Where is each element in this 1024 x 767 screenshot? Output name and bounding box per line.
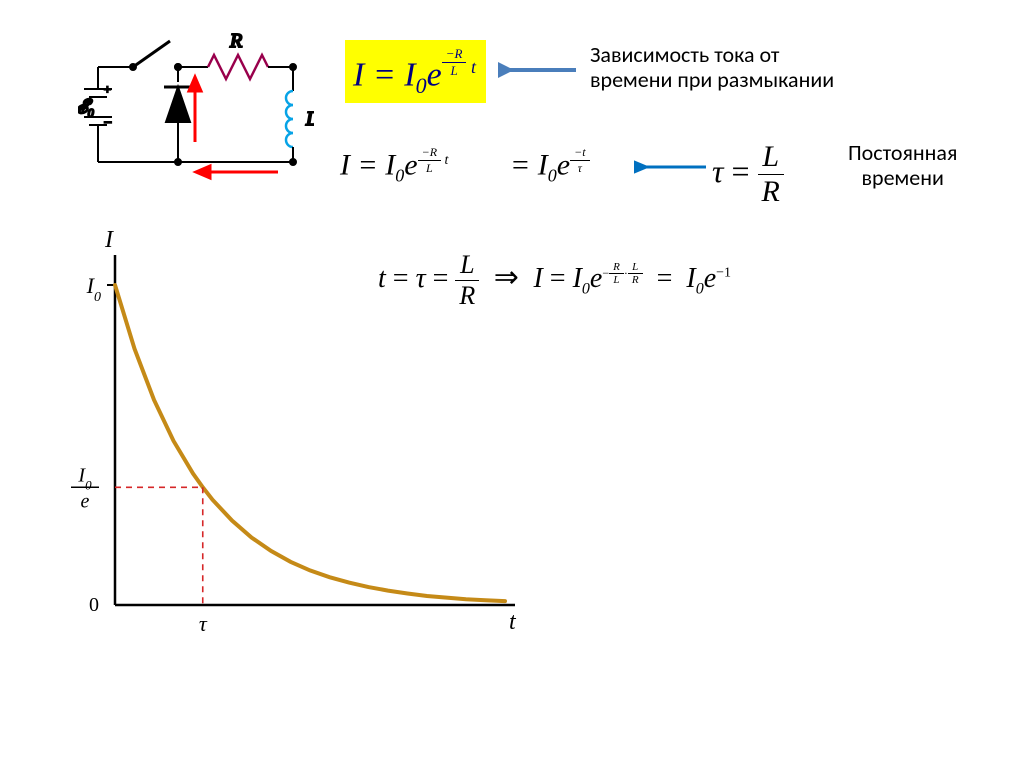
svg-text:e: e [81, 490, 90, 512]
svg-text:+: + [104, 82, 111, 96]
formula-tau-def: τ = LR [712, 140, 784, 209]
resistor-label: R [229, 30, 242, 52]
emf-label: 𝓔₀ [78, 96, 94, 118]
arrow-tau [634, 155, 708, 179]
annotation-current-time: Зависимость тока от времени при размыкан… [590, 42, 834, 93]
svg-text:−: − [104, 116, 112, 131]
formula-eq2: = I0e−tτ [510, 145, 590, 187]
arrow-annotation1 [498, 58, 578, 82]
formula-main: I = I0e−RL t [345, 40, 486, 103]
formula-eq1: I = I0e−RL t [340, 145, 448, 187]
annotation2-line2: времени [848, 165, 957, 190]
svg-text:τ: τ [199, 611, 208, 636]
annotation1-line2: времени при размыкании [590, 67, 834, 92]
annotation2-line1: Постоянная [848, 140, 957, 165]
annotation-time-constant: Постоянная времени [848, 140, 957, 191]
circuit-diagram: 𝓔₀ + − R L [78, 27, 314, 187]
svg-text:I: I [104, 227, 114, 253]
svg-text:I0: I0 [86, 273, 101, 305]
svg-text:t: t [509, 609, 517, 635]
inductor-label: L [305, 108, 314, 130]
annotation1-line1: Зависимость тока от [590, 42, 834, 67]
graph-svg: ItI0I0e0τ [55, 225, 535, 655]
decay-graph: ItI0I0e0τ [55, 225, 535, 660]
svg-text:0: 0 [89, 594, 99, 616]
circuit-svg: 𝓔₀ + − R L [78, 27, 314, 187]
